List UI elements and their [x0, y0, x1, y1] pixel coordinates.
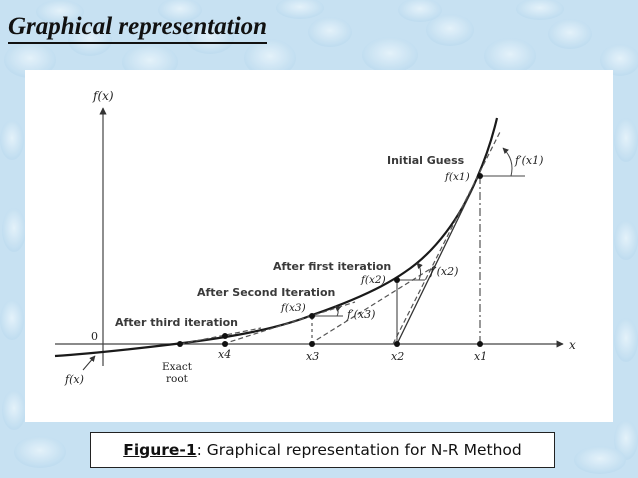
- fx1-label: f(x1): [444, 171, 470, 183]
- fx3-label: f(x3): [280, 302, 306, 314]
- slope-arc-2: [416, 262, 423, 281]
- figure-panel: f(x) x 0 f(x) Initial Guess After first …: [25, 70, 613, 422]
- y-axis-label: f(x): [92, 89, 114, 103]
- derivative-label-2: f′(x2): [429, 265, 458, 278]
- initial-guess-label: Initial Guess: [387, 154, 465, 167]
- point-fx4: [222, 333, 228, 339]
- tick-label-x3: x3: [306, 350, 319, 363]
- newton-raphson-diagram: f(x) x 0 f(x) Initial Guess After first …: [54, 89, 576, 386]
- curve-label-arrow: [82, 355, 96, 371]
- exact-root-label-line1: Exact: [162, 361, 193, 373]
- caption-lead: Figure-1: [123, 441, 197, 459]
- exact-root-point: [177, 341, 183, 347]
- tick-label-x2: x2: [391, 350, 404, 363]
- origin-label: 0: [91, 330, 98, 343]
- x-axis-label: x: [569, 338, 576, 352]
- tick-point-x4: [222, 341, 228, 347]
- exact-root-label-line2: root: [166, 373, 189, 385]
- derivative-label-1: f′(x1): [514, 154, 543, 167]
- derivative-label-3: f′(x3): [346, 308, 375, 321]
- fx2-label: f(x2): [360, 274, 386, 286]
- secant-line: [396, 187, 474, 345]
- tick-label-x1: x1: [474, 350, 487, 363]
- tangent-line-3: [222, 301, 356, 345]
- after-second-label: After Second Iteration: [197, 286, 335, 299]
- tick-point-x3: [309, 341, 315, 347]
- iteration-points: [177, 173, 483, 347]
- slope-arc-3: [334, 305, 342, 317]
- after-third-label: After third iteration: [115, 316, 238, 329]
- figure-caption: Figure-1: Graphical representation for N…: [90, 432, 555, 468]
- point-fx3: [309, 313, 315, 319]
- tick-point-x2: [394, 341, 400, 347]
- tick-point-x1: [477, 341, 483, 347]
- tangent-line-2: [309, 265, 436, 345]
- curve-label: f(x): [64, 373, 84, 386]
- point-fx2: [394, 277, 400, 283]
- caption-text: : Graphical representation for N-R Metho…: [196, 441, 522, 459]
- slide-title: Graphical representation: [8, 13, 268, 45]
- after-first-label: After first iteration: [273, 260, 391, 273]
- slope-arc-1: [502, 147, 513, 177]
- point-fx1: [477, 173, 483, 179]
- tangent-line-4: [179, 327, 262, 345]
- tick-label-x4: x4: [218, 348, 231, 361]
